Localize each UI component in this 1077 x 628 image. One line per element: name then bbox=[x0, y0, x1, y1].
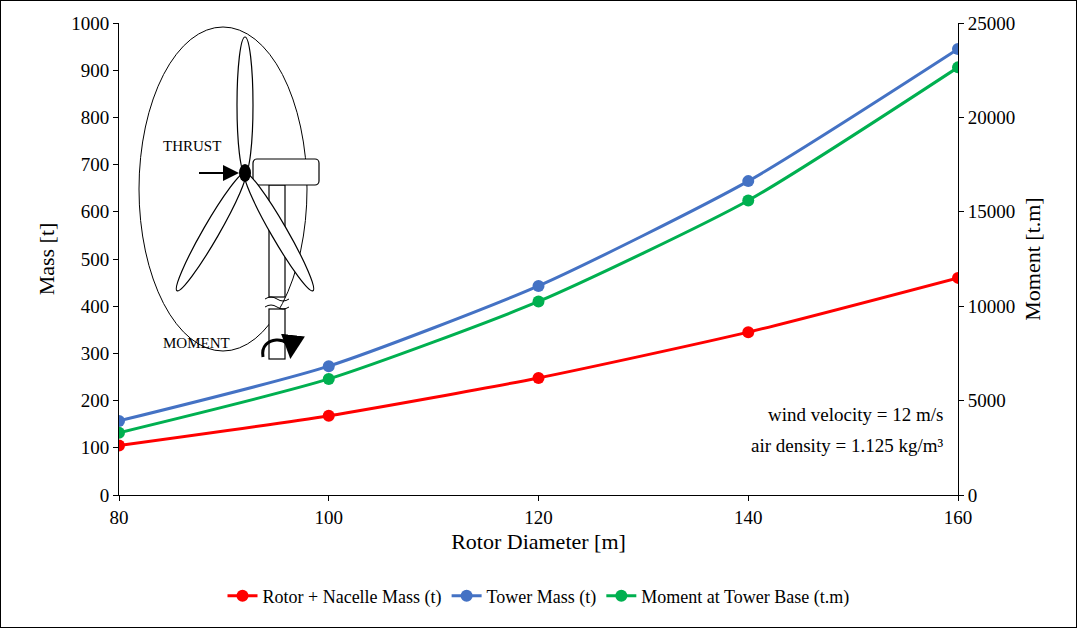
svg-text:140: 140 bbox=[734, 507, 763, 528]
svg-text:THRUST: THRUST bbox=[163, 138, 221, 154]
svg-text:120: 120 bbox=[524, 507, 553, 528]
svg-text:Tower Mass (t): Tower Mass (t) bbox=[487, 587, 597, 608]
svg-text:Moment at Tower Base (t.m): Moment at Tower Base (t.m) bbox=[641, 587, 849, 608]
svg-text:200: 200 bbox=[81, 390, 110, 411]
svg-text:Mass [t]: Mass [t] bbox=[34, 223, 59, 296]
svg-text:air density = 1.125 kg/m³: air density = 1.125 kg/m³ bbox=[751, 435, 943, 456]
svg-text:300: 300 bbox=[81, 343, 110, 364]
svg-text:400: 400 bbox=[81, 296, 110, 317]
svg-text:Rotor Diameter [m]: Rotor Diameter [m] bbox=[451, 529, 626, 554]
svg-text:800: 800 bbox=[81, 107, 110, 128]
svg-text:0: 0 bbox=[968, 485, 978, 506]
svg-text:900: 900 bbox=[81, 60, 110, 81]
svg-text:100: 100 bbox=[81, 437, 110, 458]
svg-text:20000: 20000 bbox=[968, 107, 1016, 128]
svg-text:100: 100 bbox=[315, 507, 344, 528]
svg-text:0: 0 bbox=[100, 485, 110, 506]
svg-text:700: 700 bbox=[81, 154, 110, 175]
svg-text:5000: 5000 bbox=[968, 390, 1006, 411]
svg-text:25000: 25000 bbox=[968, 13, 1016, 34]
svg-text:Moment [t.m]: Moment [t.m] bbox=[1020, 197, 1045, 320]
svg-text:MOMENT: MOMENT bbox=[163, 335, 230, 351]
svg-text:10000: 10000 bbox=[968, 296, 1016, 317]
svg-text:160: 160 bbox=[944, 507, 973, 528]
svg-text:wind velocity = 12 m/s: wind velocity = 12 m/s bbox=[768, 404, 943, 425]
svg-text:80: 80 bbox=[110, 507, 129, 528]
svg-text:Rotor + Nacelle Mass (t): Rotor + Nacelle Mass (t) bbox=[263, 587, 442, 608]
svg-text:500: 500 bbox=[81, 249, 110, 270]
svg-text:600: 600 bbox=[81, 201, 110, 222]
svg-text:15000: 15000 bbox=[968, 201, 1016, 222]
svg-text:1000: 1000 bbox=[71, 13, 109, 34]
